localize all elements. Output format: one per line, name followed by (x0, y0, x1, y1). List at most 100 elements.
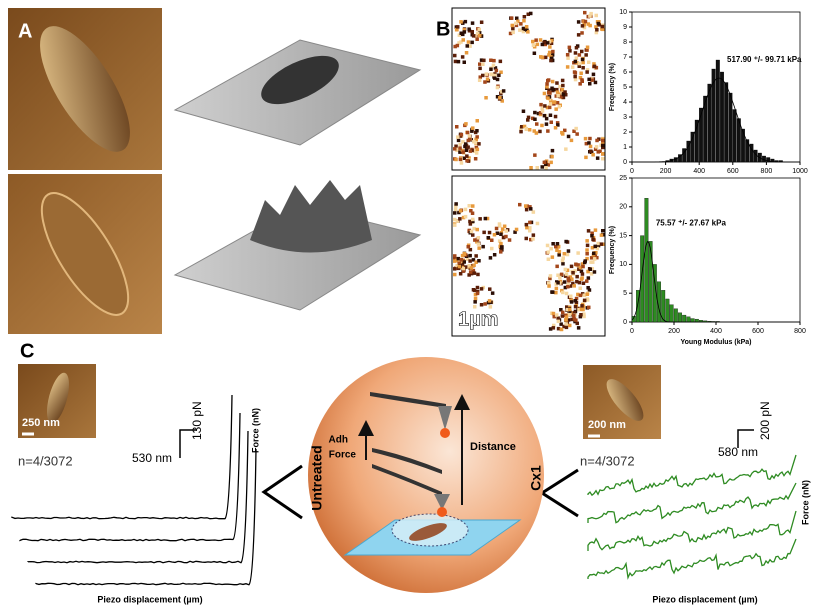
map-pixel (554, 282, 558, 286)
map-pixel (482, 230, 486, 235)
map-pixel (586, 22, 590, 26)
map-pixel (482, 58, 486, 63)
map-pixel (586, 229, 591, 233)
map-pixel (500, 99, 504, 103)
map-pixel (466, 145, 470, 149)
map-pixel (566, 285, 570, 289)
map-pixel (468, 44, 472, 48)
map-pixel (533, 153, 537, 157)
map-pixel (577, 53, 582, 57)
map-pixel (595, 255, 599, 260)
map-pixel (487, 299, 492, 303)
map-pixel (542, 91, 547, 96)
map-pixel (564, 318, 568, 322)
map-pixel (463, 265, 468, 269)
map-pixel (455, 43, 460, 48)
map-pixel (528, 229, 532, 233)
map-pixel (588, 144, 593, 149)
bar (648, 241, 653, 323)
diagram-label: Force (329, 450, 357, 461)
map-pixel (574, 318, 578, 322)
map-pixel (596, 243, 601, 248)
map-pixel (566, 56, 570, 60)
map-pixel (553, 114, 558, 119)
map-pixel (581, 281, 586, 285)
map-pixel (459, 31, 463, 35)
y-tick-label: 3 (623, 114, 627, 121)
scale-bar-label: 1µm (458, 308, 498, 330)
map-pixel (540, 42, 545, 47)
map-pixel (540, 123, 544, 128)
map-pixel (492, 253, 497, 257)
map-pixel (499, 70, 503, 74)
map-pixel (474, 254, 478, 258)
map-pixel (573, 51, 578, 55)
map-pixel (573, 74, 577, 79)
map-pixel (468, 222, 473, 226)
map-pixel (473, 293, 478, 297)
map-pixel (574, 126, 578, 131)
map-pixel (560, 314, 565, 318)
map-pixel (586, 269, 590, 274)
map-pixel (556, 316, 560, 320)
map-pixel (555, 90, 560, 94)
map-pixel (601, 138, 605, 143)
bar (770, 158, 775, 163)
map-pixel (467, 273, 471, 277)
map-pixel (598, 149, 602, 153)
map-pixel (565, 307, 570, 312)
map-pixel (475, 37, 479, 41)
map-pixel (585, 45, 590, 49)
bar (631, 316, 636, 323)
map-pixel (542, 40, 546, 45)
map-pixel (477, 27, 481, 32)
map-pixel (535, 122, 539, 126)
map-pixel (524, 207, 529, 212)
bar (673, 308, 678, 323)
map-pixel (595, 138, 599, 143)
map-pixel (464, 122, 468, 126)
map-pixel (521, 29, 526, 34)
map-pixel (454, 204, 458, 208)
map-pixel (576, 251, 580, 255)
map-pixel (456, 256, 461, 261)
map-pixel (500, 227, 505, 231)
map-pixel (461, 38, 465, 42)
map-pixel (546, 163, 551, 167)
map-pixel (549, 58, 553, 63)
map-pixel (462, 28, 466, 32)
map-pixel (531, 43, 536, 47)
bacterium (40, 26, 130, 152)
map-pixel (544, 166, 548, 170)
map-pixel (597, 20, 601, 24)
map-pixel (585, 48, 589, 52)
map-pixel (454, 157, 458, 162)
cell-3d (261, 55, 339, 105)
y-axis-label: Frequency (%) (609, 63, 616, 111)
map-pixel (585, 68, 590, 72)
map-pixel (551, 242, 555, 246)
y-tick-label: 15 (619, 232, 627, 239)
map-pixel (500, 90, 504, 94)
condition-label: Cx1 (528, 465, 544, 491)
map-pixel (455, 125, 459, 129)
map-pixel (478, 217, 482, 221)
map-pixel (538, 129, 542, 134)
map-pixel (529, 166, 533, 170)
map-pixel (573, 269, 577, 273)
map-pixel (495, 231, 500, 235)
map-pixel (524, 222, 529, 227)
map-pixel (557, 249, 562, 254)
map-pixel (497, 239, 502, 243)
map-pixel (585, 256, 589, 261)
map-pixel (458, 272, 463, 276)
y-tick-label: 1 (623, 144, 627, 151)
map-pixel (551, 49, 555, 54)
map-pixel (468, 270, 473, 274)
map-pixel (555, 248, 559, 252)
map-pixel (477, 246, 481, 250)
force-curve (587, 538, 797, 580)
map-pixel (574, 300, 579, 305)
